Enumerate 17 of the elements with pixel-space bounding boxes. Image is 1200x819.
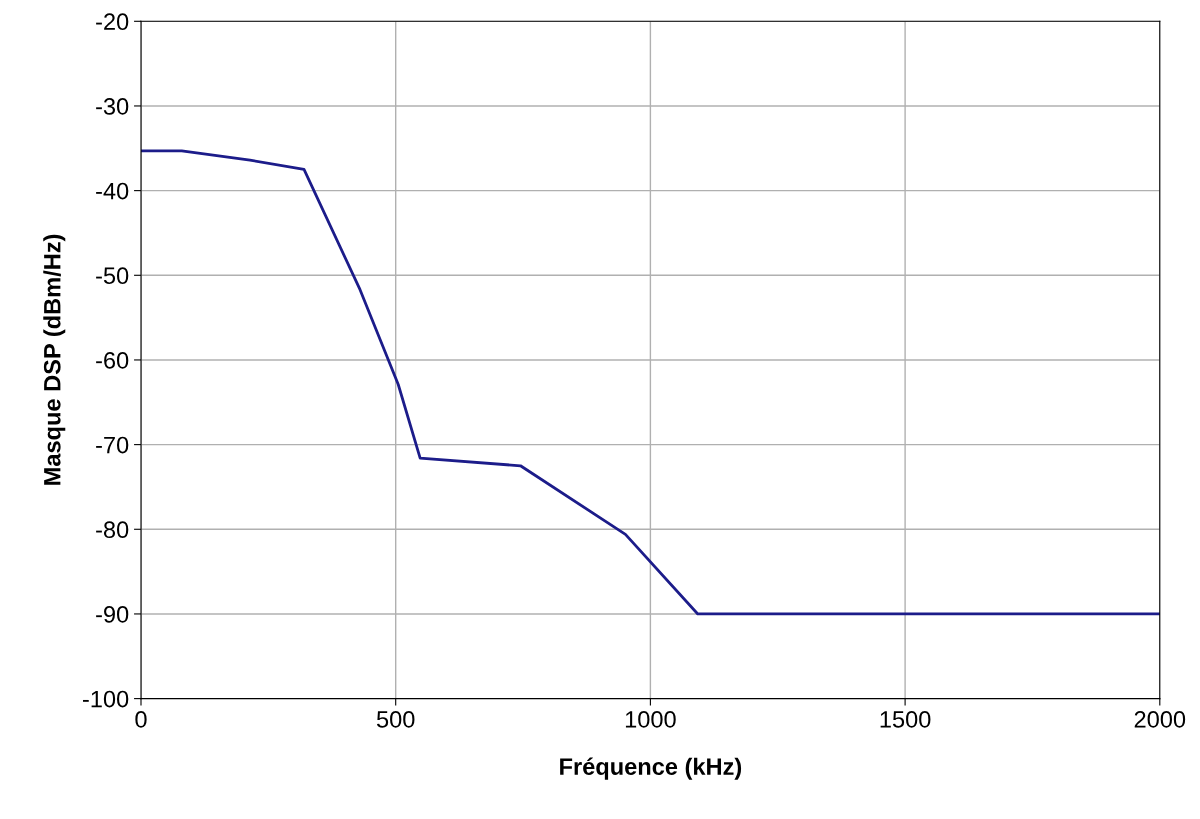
y-tick-label: -60: [96, 352, 129, 369]
y-tick-label: -100: [82, 690, 129, 708]
y-tick-label: -90: [96, 606, 129, 623]
y-tick-label: -70: [96, 436, 129, 454]
y-tick-label: -50: [96, 267, 129, 285]
x-tick-label: 500: [376, 711, 415, 728]
y-tick-label: -30: [96, 98, 129, 115]
x-tick-label: 1000: [625, 711, 676, 728]
x-tick-label: 2000: [1134, 711, 1186, 728]
x-axis-title: Fréquence (kHz): [560, 757, 742, 780]
line-series: [141, 149, 1160, 616]
y-tick-label: -80: [96, 521, 129, 539]
x-tick-label: 1500: [880, 711, 931, 728]
x-tick-label: 0: [135, 711, 147, 728]
y-tick-label: -40: [96, 182, 129, 200]
y-tick-label: -20: [96, 13, 129, 31]
y-axis-title: Masque DSP (dBm/Hz): [43, 234, 66, 485]
